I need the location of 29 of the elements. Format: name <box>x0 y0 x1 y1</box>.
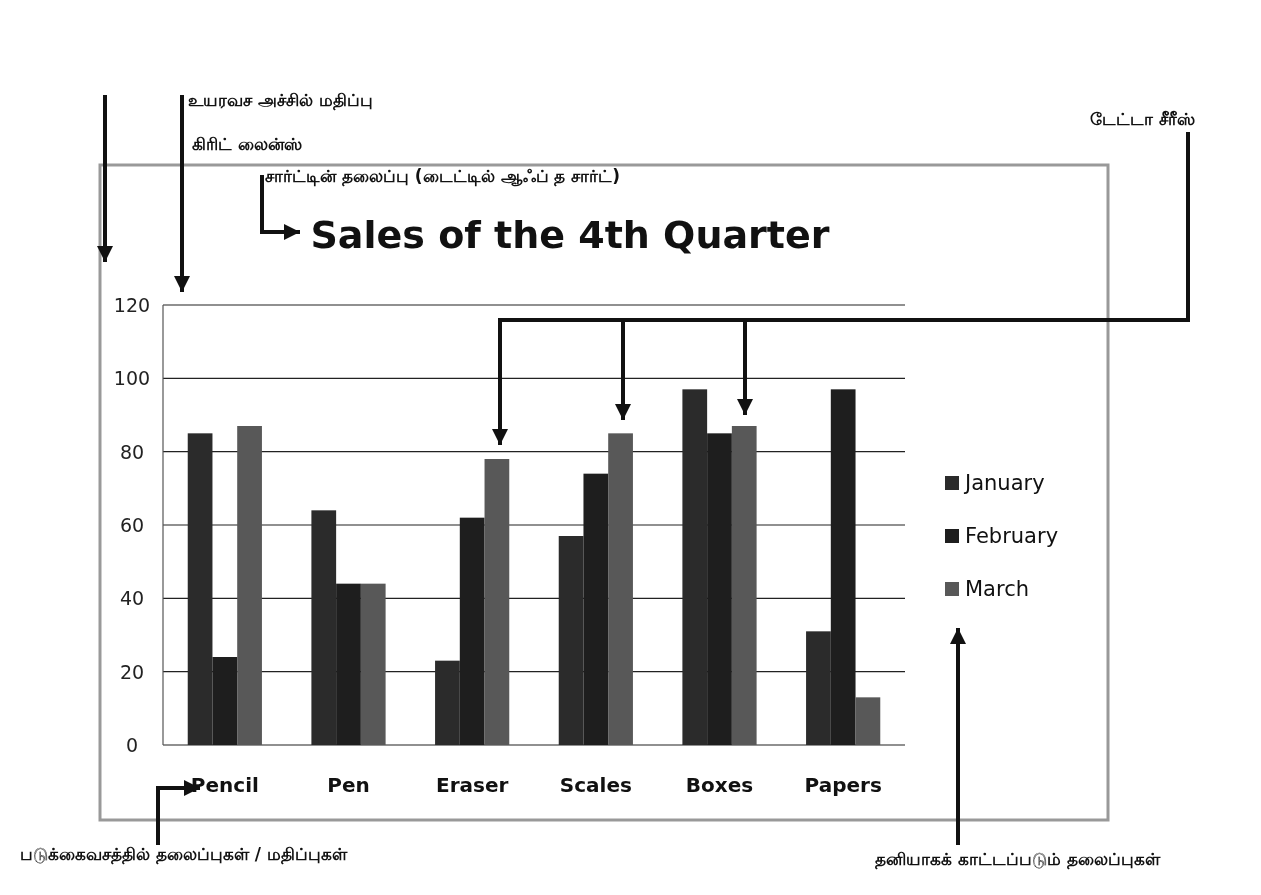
x-tick-label: Boxes <box>685 773 754 797</box>
bar <box>855 697 881 745</box>
text: சார்ட்டின் தலைப்பு (டைட்டில் ஆஃப் த சார்ட்) <box>265 166 621 187</box>
bar <box>237 426 262 745</box>
y-tick-label: 0 <box>125 734 139 756</box>
bar <box>484 459 510 745</box>
x-tick-label: Papers <box>804 773 882 797</box>
y-tick-label: 100 <box>113 367 151 390</box>
bar <box>608 433 633 745</box>
text: தனியாகக் காட்டப்படும் தலைப்புகள் <box>875 849 1161 870</box>
y-tick-label: 40 <box>119 587 145 610</box>
y-tick-label: 60 <box>119 514 145 536</box>
legend-label: January <box>963 471 1045 495</box>
text: படுக்கைவசத்தில் தலைப்புகள் / மதிப்புகள் <box>20 844 348 865</box>
y-tick-label: 20 <box>119 660 145 683</box>
y-tick-label: 120 <box>113 294 151 316</box>
text: கிரிட் லைன்ஸ் <box>192 134 302 154</box>
x-tick-label: Eraser <box>435 773 509 797</box>
text: டேட்டா சீரீஸ் <box>1090 109 1195 129</box>
bar <box>731 426 757 745</box>
legend-label: February <box>965 524 1059 548</box>
y-tick-label: 80 <box>119 440 145 463</box>
x-tick-label: Pencil <box>190 773 259 797</box>
x-tick-label: Scales <box>559 773 632 797</box>
chart-title: Sales of the 4th Quarter <box>310 213 830 257</box>
legend-label: March <box>965 577 1030 601</box>
x-tick-label: Pen <box>327 773 370 797</box>
bar <box>360 583 386 745</box>
text: உயரவச அச்சில் மதிப்பு <box>188 90 373 111</box>
